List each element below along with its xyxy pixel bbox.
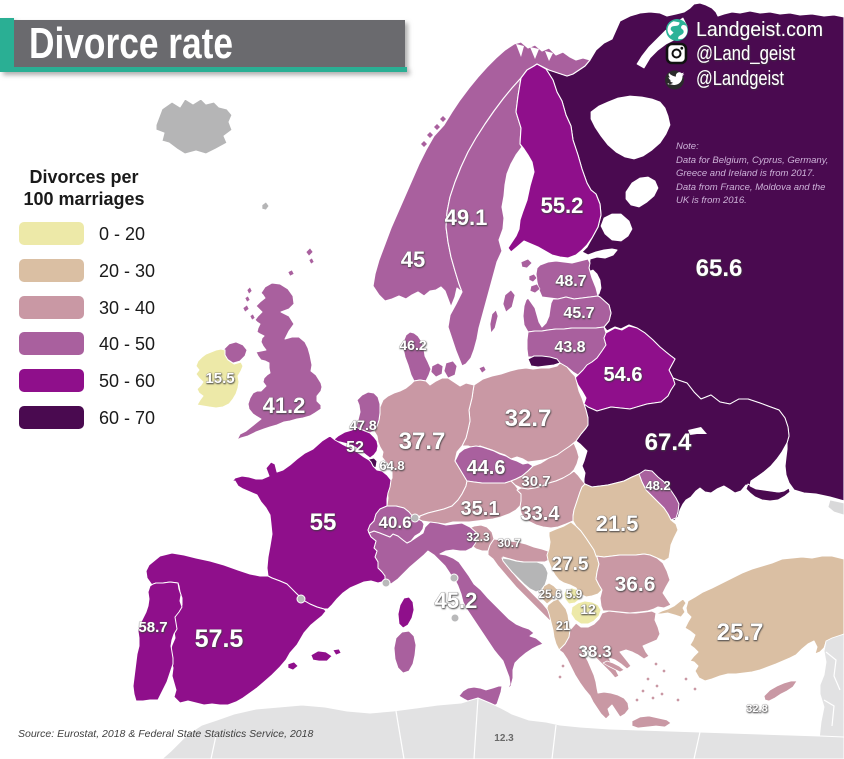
- svg-text:46.2: 46.2: [399, 337, 426, 353]
- svg-text:Note:: Note:: [676, 141, 699, 152]
- svg-text:60 - 70: 60 - 70: [99, 408, 155, 428]
- svg-text:54.6: 54.6: [604, 364, 643, 386]
- svg-text:55.2: 55.2: [541, 193, 584, 218]
- svg-text:35.1: 35.1: [461, 498, 500, 520]
- svg-text:45.2: 45.2: [435, 588, 478, 613]
- svg-text:36.6: 36.6: [615, 573, 656, 596]
- svg-text:30 - 40: 30 - 40: [99, 298, 155, 318]
- svg-text:33.4: 33.4: [521, 503, 561, 525]
- svg-text:38.3: 38.3: [578, 642, 611, 661]
- svg-text:Greece and Ireland is from 201: Greece and Ireland is from 2017.: [676, 168, 815, 179]
- svg-text:40.6: 40.6: [378, 513, 411, 532]
- svg-text:20 - 30: 20 - 30: [99, 261, 155, 281]
- svg-text:Data from France, Moldova and: Data from France, Moldova and the: [676, 182, 825, 193]
- svg-text:12.3: 12.3: [494, 733, 514, 744]
- svg-text:43.8: 43.8: [554, 339, 585, 356]
- svg-text:50 - 60: 50 - 60: [99, 371, 155, 391]
- svg-text:44.6: 44.6: [467, 457, 506, 479]
- svg-text:55: 55: [310, 509, 337, 536]
- svg-text:15.5: 15.5: [205, 370, 234, 387]
- svg-text:@Landgeist: @Landgeist: [696, 68, 784, 90]
- svg-text:Divorce rate: Divorce rate: [29, 19, 233, 68]
- svg-text:49.1: 49.1: [445, 205, 488, 230]
- svg-text:37.7: 37.7: [399, 428, 446, 455]
- svg-text:65.6: 65.6: [696, 255, 743, 282]
- svg-text:25.6: 25.6: [538, 587, 562, 601]
- svg-text:UK is from 2016.: UK is from 2016.: [676, 195, 747, 206]
- svg-text:Source: Eurostat, 2018 & Feder: Source: Eurostat, 2018 & Federal State S…: [18, 728, 313, 740]
- svg-text:67.4: 67.4: [645, 429, 692, 456]
- svg-text:Landgeist.com: Landgeist.com: [696, 19, 823, 41]
- svg-text:21.5: 21.5: [596, 511, 639, 536]
- svg-text:32.8: 32.8: [746, 703, 767, 715]
- svg-text:5.9: 5.9: [566, 587, 583, 601]
- svg-text:45.7: 45.7: [563, 305, 594, 322]
- svg-text:32.3: 32.3: [466, 530, 490, 544]
- svg-text:40 - 50: 40 - 50: [99, 334, 155, 354]
- svg-text:21: 21: [556, 618, 570, 633]
- svg-text:30.7: 30.7: [497, 536, 521, 550]
- svg-text:Data for Belgium, Cyprus, Germ: Data for Belgium, Cyprus, Germany,: [676, 155, 828, 166]
- svg-text:41.2: 41.2: [263, 393, 306, 418]
- svg-text:45: 45: [401, 247, 425, 272]
- svg-text:48.7: 48.7: [555, 273, 586, 290]
- svg-text:12: 12: [580, 601, 596, 617]
- svg-text:30.7: 30.7: [521, 473, 550, 490]
- svg-text:27.5: 27.5: [552, 554, 589, 575]
- svg-text:58.7: 58.7: [138, 619, 167, 636]
- svg-text:47.8: 47.8: [349, 417, 376, 433]
- svg-text:100 marriages: 100 marriages: [23, 189, 144, 209]
- svg-text:0 - 20: 0 - 20: [99, 224, 145, 244]
- svg-text:Divorces per: Divorces per: [29, 167, 138, 187]
- svg-text:@Land_geist: @Land_geist: [696, 43, 795, 65]
- svg-text:64.8: 64.8: [379, 458, 404, 473]
- svg-text:25.7: 25.7: [717, 619, 764, 646]
- svg-text:52: 52: [346, 439, 364, 456]
- svg-text:57.5: 57.5: [195, 625, 244, 653]
- svg-text:48.2: 48.2: [645, 478, 670, 493]
- svg-text:32.7: 32.7: [505, 405, 552, 432]
